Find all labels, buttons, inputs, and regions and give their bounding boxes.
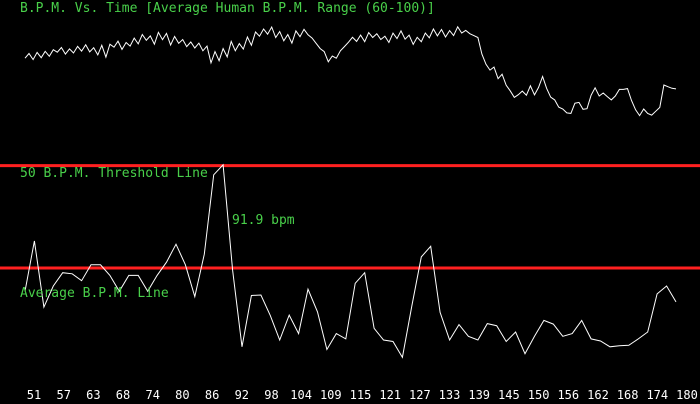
peak-annotation: 91.9 bpm: [232, 213, 295, 228]
x-tick-label: 180: [676, 388, 698, 400]
bpm-series-line: [24, 25, 677, 117]
x-tick-label: 150: [528, 388, 550, 400]
x-tick-label: 68: [116, 388, 130, 400]
x-tick-label: 92: [235, 388, 249, 400]
average-line-label: Average B.P.M. Line: [20, 286, 169, 301]
x-tick-label: 104: [290, 388, 312, 400]
x-tick-label: 162: [587, 388, 609, 400]
x-tick-label: 133: [439, 388, 461, 400]
x-tick-label: 156: [557, 388, 579, 400]
x-tick-label: 74: [145, 388, 159, 400]
x-tick-label: 145: [498, 388, 520, 400]
x-tick-label: 63: [86, 388, 100, 400]
x-tick-label: 86: [205, 388, 219, 400]
x-tick-label: 127: [409, 388, 431, 400]
x-tick-label: 109: [320, 388, 342, 400]
x-tick-label: 121: [379, 388, 401, 400]
x-tick-label: 51: [27, 388, 41, 400]
x-tick-label: 98: [264, 388, 278, 400]
x-tick-label: 57: [56, 388, 70, 400]
chart-title: B.P.M. Vs. Time [Average Human B.P.M. Ra…: [20, 1, 435, 16]
x-tick-label: 139: [468, 388, 490, 400]
sampled-bpm-series-line: [24, 163, 677, 359]
x-tick-label: 115: [350, 388, 372, 400]
threshold-line-label: 50 B.P.M. Threshold Line: [20, 166, 208, 181]
x-tick-label: 174: [646, 388, 668, 400]
x-tick-label: 168: [617, 388, 639, 400]
x-tick-label: 80: [175, 388, 189, 400]
